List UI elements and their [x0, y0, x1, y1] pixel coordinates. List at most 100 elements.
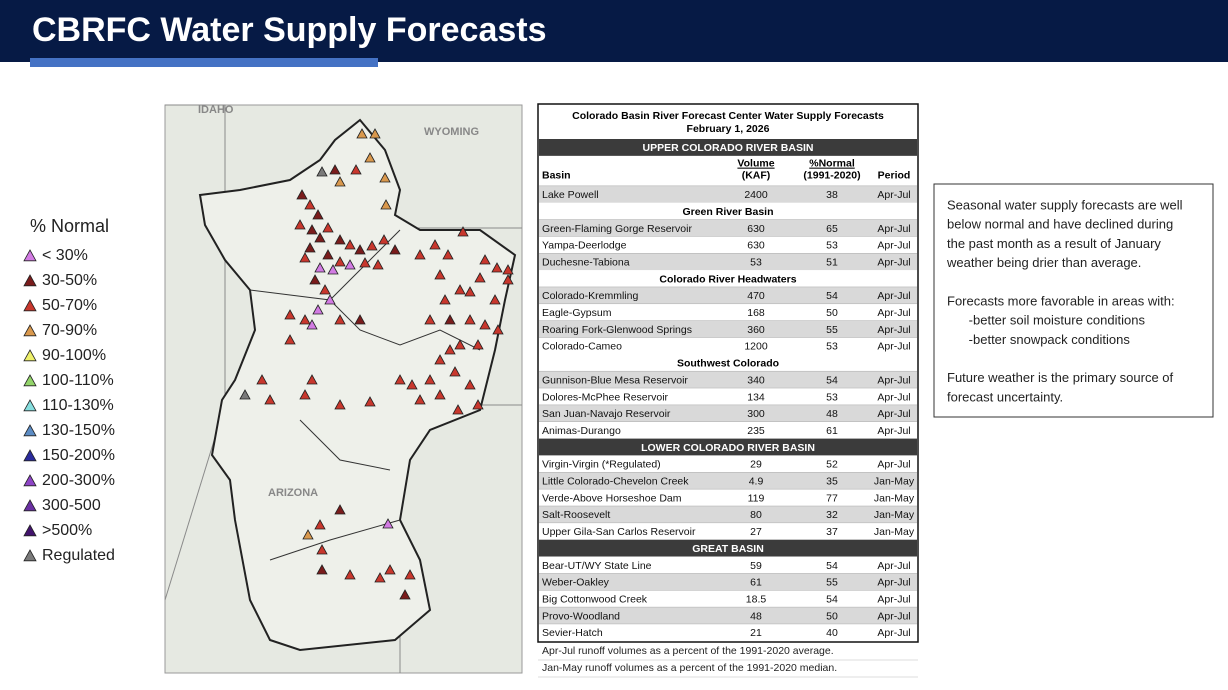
table-cell: Apr-Jul — [877, 627, 910, 639]
table-cell: 35 — [826, 476, 838, 488]
triangle-marker — [444, 314, 456, 325]
table-cell: 55 — [826, 577, 838, 589]
table-cell: Dolores-McPhee Reservoir — [542, 391, 669, 403]
triangle-marker — [312, 304, 324, 315]
group-title: Colorado River Headwaters — [659, 273, 796, 285]
table-cell: Little Colorado-Chevelon Creek — [542, 476, 689, 488]
table-cell: 134 — [747, 391, 765, 403]
triangle-marker — [23, 499, 37, 512]
triangle-marker — [374, 572, 386, 583]
legend-label: Regulated — [42, 547, 115, 564]
table-row — [539, 236, 917, 254]
title-underline — [30, 58, 378, 67]
table-cell: 29 — [750, 459, 762, 471]
title: CBRFC Water Supply Forecasts — [32, 11, 547, 49]
table-cell: Yampa-Deerlodge — [542, 240, 627, 252]
table-row — [539, 388, 917, 405]
table-cell: Apr-Jul — [877, 610, 910, 622]
triangle-marker — [434, 389, 446, 400]
triangle-marker — [434, 354, 446, 365]
triangle-marker — [312, 209, 324, 220]
header-bar — [0, 0, 1228, 62]
triangle-marker — [449, 366, 461, 377]
table-cell: Bear-UT/WY State Line — [542, 560, 652, 572]
table-cell: Duchesne-Tabiona — [542, 256, 630, 268]
triangle-marker — [329, 164, 341, 175]
triangle-marker — [439, 294, 451, 305]
table-cell: Big Cottonwood Creek — [542, 593, 648, 605]
triangle-marker — [378, 234, 390, 245]
triangle-marker — [334, 256, 346, 267]
table-cell: Eagle-Gypsum — [542, 307, 612, 319]
table-cell: Green-Flaming Gorge Reservoir — [542, 223, 692, 235]
text-box-line: Future weather is the primary source of — [947, 370, 1174, 385]
triangle-marker — [324, 294, 336, 305]
table-cell: 59 — [750, 560, 762, 572]
triangle-marker — [502, 274, 514, 285]
triangle-marker — [23, 549, 37, 562]
forecast-table: Colorado Basin River Forecast Center Wat… — [538, 110, 918, 678]
triangle-marker — [264, 394, 276, 405]
triangle-marker — [23, 349, 37, 362]
legend-label: 70-90% — [42, 322, 97, 339]
column-header: Basin — [542, 170, 571, 182]
triangle-marker — [354, 244, 366, 255]
triangle-marker — [492, 324, 504, 335]
table-cell: 54 — [826, 290, 838, 302]
table-cell: 48 — [826, 408, 838, 420]
section-title: LOWER COLORADO RIVER BASIN — [641, 442, 815, 454]
table-cell: Jan-May — [874, 509, 915, 521]
section-title: GREAT BASIN — [692, 543, 764, 555]
text-box — [933, 183, 1214, 418]
triangle-marker — [472, 399, 484, 410]
triangle-marker — [389, 244, 401, 255]
triangle-marker — [299, 252, 311, 263]
table-cell: Apr-Jul — [877, 324, 910, 336]
legend-label: 30-50% — [42, 272, 97, 289]
section-header — [539, 539, 917, 557]
triangle-marker — [479, 319, 491, 330]
table-cell: Jan-May — [874, 492, 915, 504]
table-row — [539, 522, 917, 540]
triangle-marker — [379, 172, 391, 183]
table-row — [539, 455, 917, 473]
triangle-marker — [302, 529, 314, 540]
triangle-marker — [309, 274, 321, 285]
table-title: Colorado Basin River Forecast Center Wat… — [572, 110, 884, 122]
table-cell: Apr-Jul — [877, 577, 910, 589]
table-row — [539, 337, 917, 355]
table-row — [539, 573, 917, 591]
table-cell: Weber-Oakley — [542, 577, 610, 589]
triangle-marker — [502, 264, 514, 275]
triangle-marker — [350, 164, 362, 175]
table-row — [539, 303, 917, 321]
table-cell: 37 — [826, 526, 838, 538]
triangle-marker — [442, 249, 454, 260]
map: IDAHO WYOMING ARIZONA — [164, 104, 523, 674]
legend-label: 50-70% — [42, 297, 97, 314]
triangle-marker — [399, 589, 411, 600]
table-cell: 38 — [826, 189, 838, 201]
triangle-marker — [334, 176, 346, 187]
table-cell: 40 — [826, 627, 838, 639]
triangle-marker — [23, 249, 37, 262]
triangle-marker — [454, 284, 466, 295]
table-cell: Provo-Woodland — [542, 610, 620, 622]
triangle-marker — [354, 314, 366, 325]
legend-label: 150-200% — [42, 447, 115, 464]
table-row — [539, 286, 917, 304]
triangle-marker — [479, 254, 491, 265]
triangle-marker — [382, 518, 394, 529]
table-cell: Lake Powell — [542, 189, 599, 201]
table-cell: 54 — [826, 593, 838, 605]
triangle-marker — [472, 339, 484, 350]
triangle-marker — [356, 128, 368, 139]
table-row — [539, 371, 917, 389]
triangle-marker — [384, 564, 396, 575]
triangle-marker — [239, 389, 251, 400]
triangle-marker — [444, 344, 456, 355]
table-cell: 48 — [750, 610, 762, 622]
table-row — [539, 506, 917, 523]
table-cell: 168 — [747, 307, 765, 319]
table-cell: 27 — [750, 526, 762, 538]
